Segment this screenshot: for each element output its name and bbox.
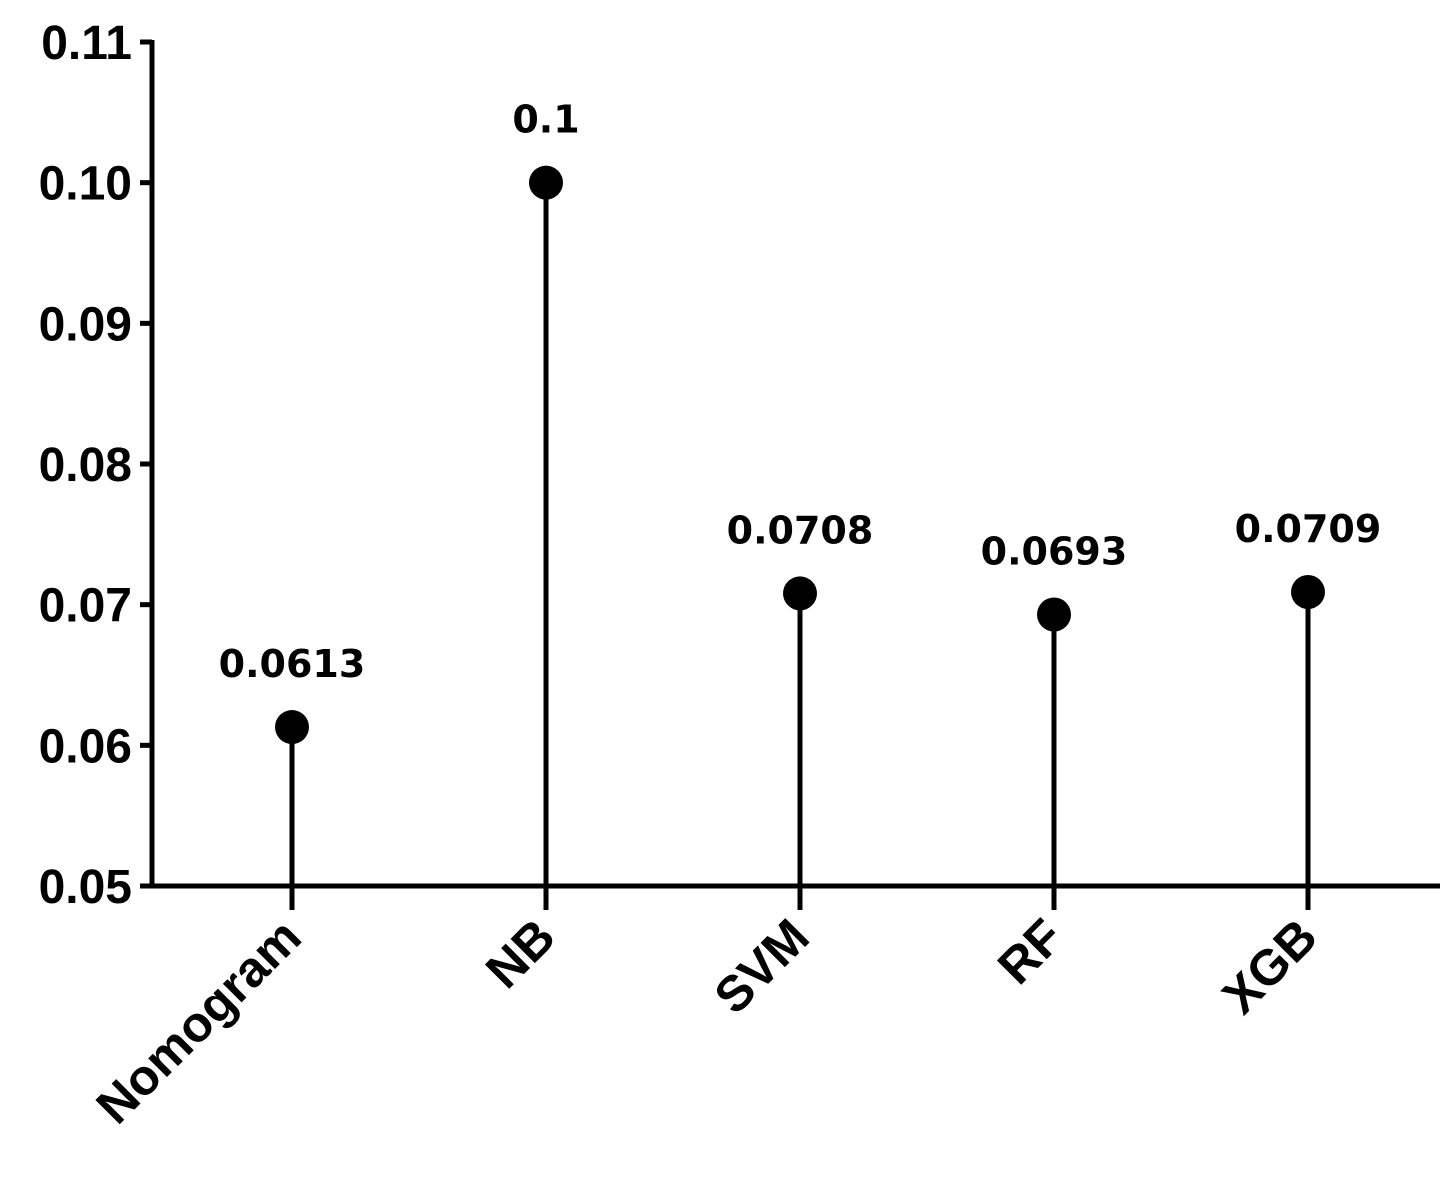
data-labels: 0.0613 0.1 0.0708 0.0693 0.0709 [219,98,1382,686]
lollipop-markers [275,165,1325,745]
x-axis-ticks: Nomogram NB SVM RF XGB [86,886,1328,1134]
y-tick-label: 0.08 [39,439,132,492]
axes [149,40,1440,889]
lollipop-marker [529,165,563,200]
x-tick-label: RF [987,908,1074,995]
x-tick-label: XGB [1212,908,1328,1024]
data-label: 0.1 [512,98,579,142]
x-tick-label: SVM [704,908,820,1024]
data-label: 0.0613 [219,642,366,686]
y-tick-label: 0.11 [41,17,132,70]
lollipop-stems [289,182,1311,886]
y-tick-label: 0.05 [39,861,132,914]
lollipop-marker [1291,575,1325,610]
y-tick-label: 0.07 [39,580,132,633]
lollipop-marker [783,576,817,611]
data-label: 0.0709 [1235,507,1382,551]
lollipop-marker [1037,597,1071,632]
y-axis-ticks: 0.05 0.06 0.07 0.08 0.09 0.10 0.11 [39,17,152,914]
y-tick-label: 0.10 [39,158,132,211]
data-label: 0.0693 [981,530,1128,574]
y-tick-label: 0.09 [39,298,132,351]
x-tick-label: Nomogram [86,908,312,1134]
lollipop-marker [275,710,309,745]
x-tick-label: NB [475,908,566,999]
y-tick-label: 0.06 [39,720,132,773]
data-label: 0.0708 [727,508,874,552]
